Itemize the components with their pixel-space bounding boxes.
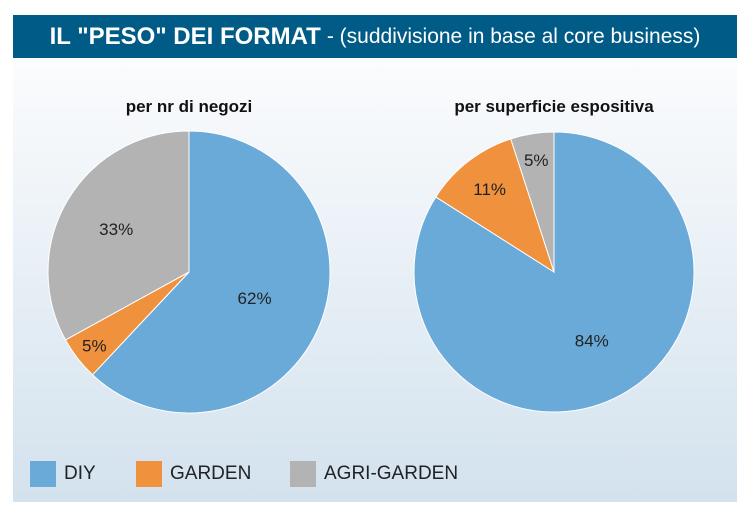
data-label: 33%	[99, 220, 133, 239]
pie-title-1: per nr di negozi	[125, 97, 253, 116]
data-label: 11%	[473, 180, 506, 199]
legend-label: AGRI-GARDEN	[324, 463, 459, 484]
header-subtitle: - (suddivisione in base al core business…	[326, 24, 701, 48]
data-label: 84%	[575, 332, 609, 351]
header-title: IL "PESO" DEI FORMAT	[49, 22, 321, 50]
legend-item-agri-garden: AGRI-GARDEN	[290, 461, 458, 487]
legend-label: GARDEN	[170, 463, 252, 484]
legend-label: DIY	[64, 463, 96, 484]
legend-item-garden: GARDEN	[136, 461, 251, 487]
pie-slice-diy	[413, 131, 695, 413]
data-label: 5%	[524, 151, 549, 170]
pie-slice-diy	[91, 130, 331, 414]
pie-slice-agri-garden	[47, 130, 190, 341]
chart-header: IL "PESO" DEI FORMAT - (suddivisione in …	[13, 15, 737, 58]
legend-swatch	[30, 461, 56, 487]
pie-slice-garden	[435, 138, 555, 274]
legend-swatch	[136, 461, 162, 487]
data-label: 5%	[82, 336, 107, 355]
pie-slice-agri-garden	[510, 131, 555, 273]
pie-title-2: per superficie espositiva	[454, 97, 654, 116]
legend-swatch	[290, 461, 316, 487]
legend-item-diy: DIY	[30, 461, 96, 487]
data-label: 62%	[238, 289, 272, 308]
